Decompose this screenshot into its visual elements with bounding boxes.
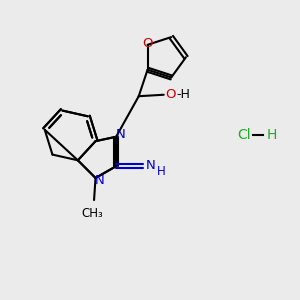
Text: N: N: [95, 174, 105, 188]
Text: H: H: [266, 128, 277, 142]
Text: H: H: [157, 165, 165, 178]
Text: N: N: [116, 128, 125, 141]
Text: O: O: [142, 37, 153, 50]
Text: O: O: [165, 88, 176, 101]
Text: Cl: Cl: [237, 128, 251, 142]
Text: -H: -H: [176, 88, 190, 101]
Text: CH₃: CH₃: [82, 206, 104, 220]
Text: N: N: [146, 159, 155, 172]
